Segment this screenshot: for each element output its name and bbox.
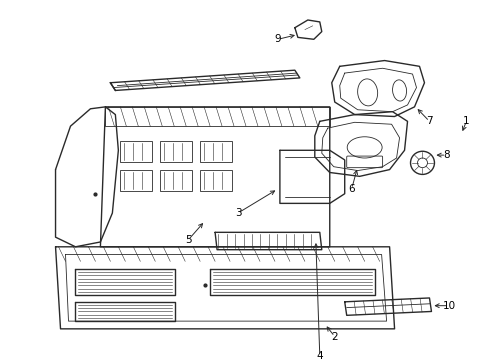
Bar	[200, 141, 232, 162]
Text: 8: 8	[443, 150, 450, 160]
Bar	[200, 170, 232, 191]
Text: 10: 10	[443, 301, 456, 311]
Bar	[160, 141, 192, 162]
Text: 4: 4	[317, 351, 323, 360]
Text: 3: 3	[235, 208, 242, 218]
Text: 1: 1	[463, 116, 470, 126]
Text: 2: 2	[331, 332, 338, 342]
Bar	[121, 141, 152, 162]
Text: 5: 5	[185, 235, 192, 245]
Text: 6: 6	[348, 184, 355, 194]
Text: 9: 9	[274, 34, 281, 44]
Text: 7: 7	[426, 116, 433, 126]
Bar	[121, 170, 152, 191]
Bar	[160, 170, 192, 191]
